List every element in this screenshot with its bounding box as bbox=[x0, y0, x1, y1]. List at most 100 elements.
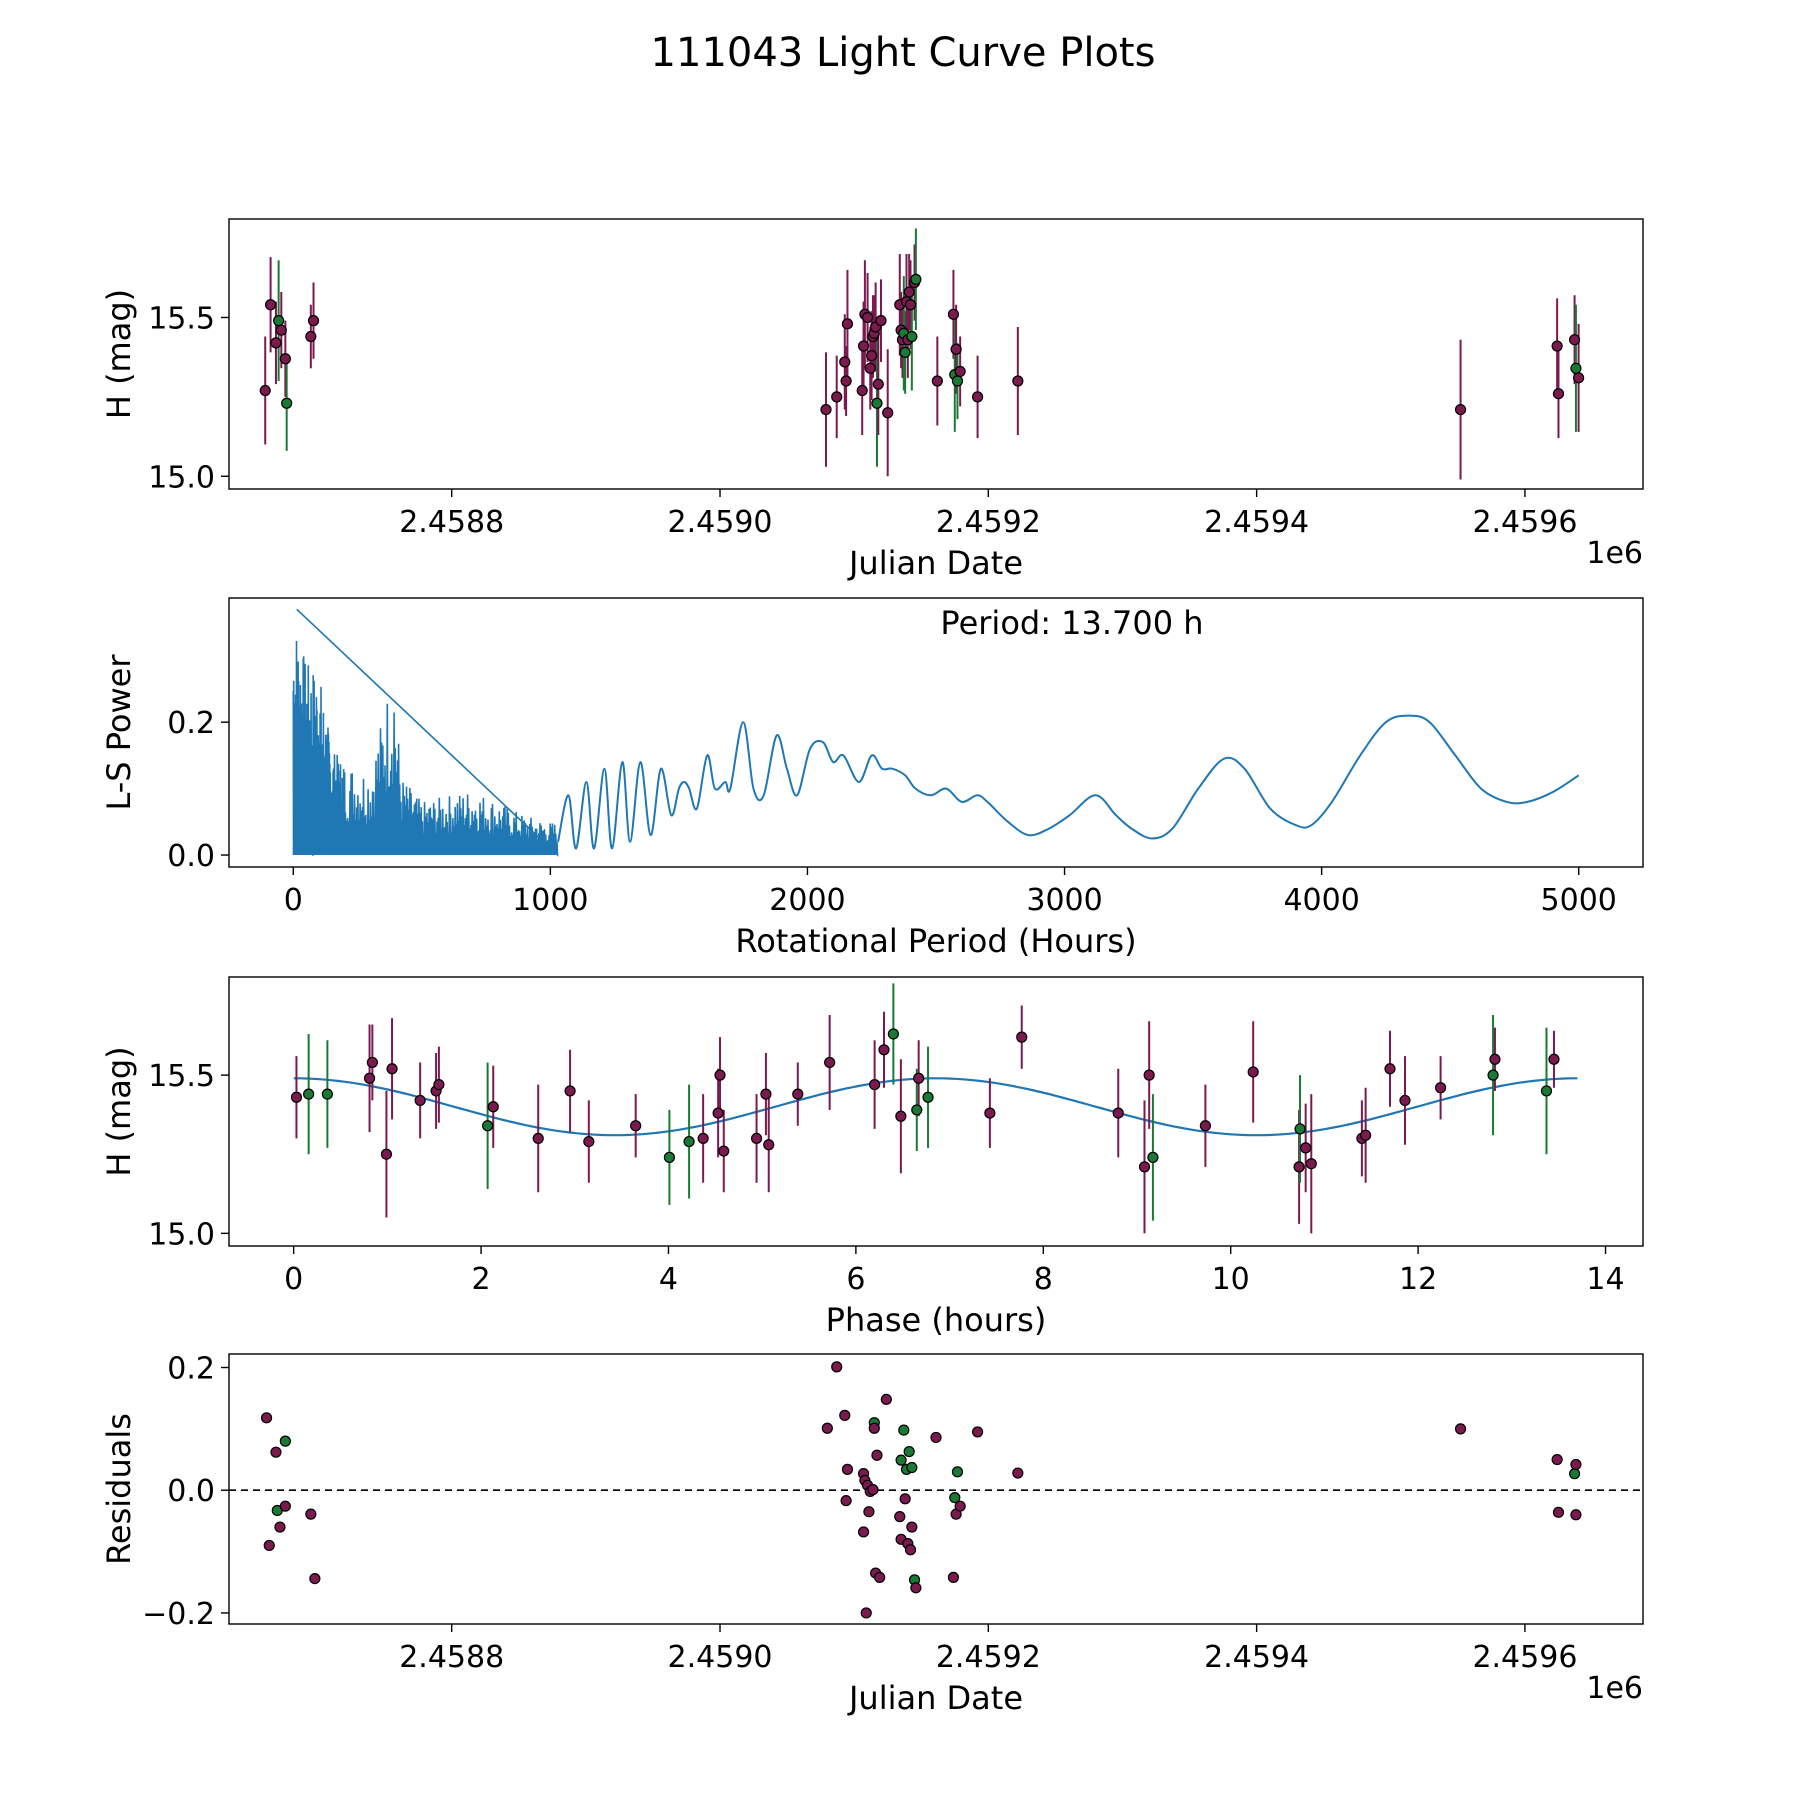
y-axis-label: H (mag) bbox=[100, 289, 138, 419]
data-point bbox=[887, 1028, 899, 1040]
periodogram-axes-frame bbox=[228, 597, 1644, 868]
data-point bbox=[263, 1539, 275, 1552]
data-point bbox=[906, 330, 918, 343]
residuals-panel: 2.4588 2.4590 2.4592 2.4594 2.4596 −0.2 0.0 0.2… bbox=[100, 1352, 1644, 1717]
data-point bbox=[866, 349, 878, 362]
x-tick-label: 2.4596 bbox=[1472, 505, 1577, 540]
data-point bbox=[874, 1571, 886, 1583]
x-tick-label: 2.4590 bbox=[668, 1640, 773, 1675]
data-point bbox=[279, 1435, 291, 1447]
data-point bbox=[895, 1110, 907, 1122]
phase-axes-frame bbox=[228, 976, 1644, 1247]
data-point bbox=[951, 375, 964, 387]
y-tick-label: 0.2 bbox=[167, 1352, 215, 1387]
data-point bbox=[882, 407, 894, 419]
data-point bbox=[947, 1571, 960, 1583]
data-point bbox=[279, 353, 291, 365]
data-point bbox=[904, 299, 917, 311]
data-point bbox=[1548, 1053, 1560, 1065]
data-point bbox=[663, 1151, 676, 1163]
data-point bbox=[1147, 1151, 1159, 1163]
x-tick-label: 1000 bbox=[512, 883, 588, 918]
data-point bbox=[1570, 362, 1582, 374]
data-point bbox=[1112, 1107, 1124, 1119]
data-point bbox=[363, 1072, 376, 1084]
data-point bbox=[1012, 375, 1024, 387]
data-point bbox=[906, 1461, 918, 1474]
data-point bbox=[1551, 340, 1563, 352]
data-point bbox=[903, 286, 915, 298]
data-point bbox=[898, 1424, 910, 1436]
lightcurve-plot-area bbox=[259, 228, 1585, 480]
data-point bbox=[949, 1491, 961, 1504]
y-tick-label: 15.5 bbox=[148, 1059, 215, 1094]
y-tick-label: 15.0 bbox=[148, 460, 215, 495]
data-point bbox=[1434, 1082, 1447, 1094]
data-point bbox=[911, 1104, 923, 1116]
data-point bbox=[307, 315, 320, 327]
data-point bbox=[1487, 1069, 1499, 1081]
x-axis-label: Phase (hours) bbox=[826, 1301, 1047, 1339]
data-point bbox=[303, 1088, 315, 1100]
data-point bbox=[820, 403, 832, 416]
data-point bbox=[951, 1466, 964, 1478]
data-point bbox=[564, 1085, 576, 1097]
data-point bbox=[971, 391, 984, 403]
data-point bbox=[922, 1091, 934, 1103]
x-tick-label: 4 bbox=[659, 1262, 678, 1297]
data-point bbox=[630, 1120, 642, 1132]
phase-panel: 0 2 4 6 8 10 12 14 15.0 15.5 Phase (hours) H (mag) bbox=[100, 976, 1644, 1339]
data-point bbox=[697, 1132, 709, 1145]
x-tick-label: 0 bbox=[284, 1262, 303, 1297]
data-point bbox=[895, 1454, 907, 1466]
data-point bbox=[857, 1526, 870, 1538]
x-tick-label: 2.4588 bbox=[399, 1640, 504, 1675]
data-point bbox=[863, 1506, 875, 1518]
data-point bbox=[1552, 1506, 1565, 1518]
data-point bbox=[824, 1056, 836, 1069]
data-point bbox=[840, 1495, 852, 1507]
data-point bbox=[1305, 1158, 1317, 1170]
data-point bbox=[714, 1069, 726, 1081]
data-point bbox=[305, 330, 317, 343]
y-tick-label: 0.2 bbox=[167, 706, 215, 741]
data-point bbox=[386, 1063, 398, 1075]
data-point bbox=[904, 1544, 917, 1556]
data-point bbox=[487, 1101, 499, 1113]
data-point bbox=[910, 1582, 922, 1594]
periodogram-curve bbox=[557, 714, 1580, 850]
data-point bbox=[821, 1422, 833, 1434]
lightcurve-axes-frame bbox=[228, 218, 1644, 490]
period-annotation: Period: 13.700 h bbox=[940, 604, 1203, 642]
data-point bbox=[831, 1361, 843, 1373]
data-point bbox=[321, 1088, 333, 1100]
x-offset-label: 1e6 bbox=[1586, 536, 1643, 571]
data-point bbox=[875, 315, 887, 327]
data-point bbox=[750, 1132, 763, 1145]
data-point bbox=[760, 1088, 772, 1100]
data-point bbox=[1540, 1085, 1553, 1097]
x-tick-label: 2.4592 bbox=[936, 505, 1041, 540]
data-point bbox=[1454, 1423, 1467, 1435]
data-point bbox=[260, 1412, 273, 1424]
data-point bbox=[871, 1449, 883, 1461]
data-point bbox=[290, 1091, 303, 1103]
x-axis-label: Julian Date bbox=[847, 544, 1023, 582]
data-point bbox=[868, 1422, 880, 1434]
data-point bbox=[1552, 388, 1565, 400]
data-point bbox=[1294, 1123, 1306, 1135]
data-point bbox=[433, 1078, 445, 1091]
data-point bbox=[1454, 403, 1467, 416]
x-tick-label: 0 bbox=[284, 883, 303, 918]
data-point bbox=[871, 397, 883, 409]
data-point bbox=[309, 1572, 321, 1585]
data-point bbox=[1143, 1069, 1155, 1081]
x-offset-label: 1e6 bbox=[1586, 1671, 1643, 1706]
data-point bbox=[1570, 1458, 1582, 1471]
y-tick-label: 0.0 bbox=[167, 839, 215, 874]
data-point bbox=[869, 1078, 881, 1091]
x-tick-label: 2 bbox=[472, 1262, 491, 1297]
x-tick-label: 5000 bbox=[1541, 883, 1617, 918]
data-point bbox=[872, 378, 884, 390]
